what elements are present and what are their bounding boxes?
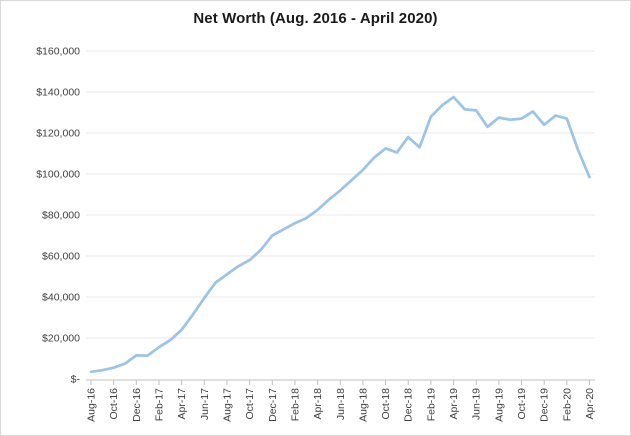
x-axis-tick-label: Aug-16: [86, 388, 98, 422]
y-axis-tick-label: $40,000: [42, 292, 80, 304]
x-axis-tick-label: Jun-17: [199, 388, 211, 420]
y-axis-tick-label: $20,000: [42, 333, 80, 345]
x-axis-tick-label: Apr-17: [176, 388, 188, 420]
x-axis-tick-label: Dec-17: [267, 388, 279, 422]
x-axis-tick-label: Aug-19: [493, 388, 505, 422]
x-axis-tick-label: Dec-18: [403, 388, 415, 422]
x-axis-tick-label: Feb-17: [153, 388, 165, 421]
y-axis-tick-label: $80,000: [42, 210, 80, 222]
x-axis-tick-label: Jun-18: [335, 388, 347, 420]
x-axis-tick-label: Oct-16: [108, 388, 120, 420]
x-axis-tick-label: Dec-19: [539, 388, 551, 422]
x-axis-tick-label: Dec-16: [131, 388, 143, 422]
x-axis-tick-label: Jun-19: [471, 388, 483, 420]
chart-title: Net Worth (Aug. 2016 - April 2020): [193, 10, 438, 27]
x-axis-tick-label: Oct-17: [244, 388, 256, 420]
y-axis-tick-label: $140,000: [36, 87, 80, 99]
y-axis-tick-label: $60,000: [42, 251, 80, 263]
x-axis-tick-label: Feb-19: [425, 388, 437, 421]
x-axis-tick-label: Apr-18: [312, 388, 324, 420]
x-axis-tick-label: Apr-20: [584, 388, 596, 420]
y-axis-tick-label: $160,000: [36, 46, 80, 58]
y-axis-tick-label: $120,000: [36, 128, 80, 140]
x-axis-tick-label: Aug-17: [221, 388, 233, 422]
net-worth-line: [89, 95, 591, 374]
x-axis-tick-label: Feb-18: [289, 388, 301, 421]
x-axis-tick-label: Oct-19: [516, 388, 528, 420]
x-axis-tick-label: Apr-19: [448, 388, 460, 420]
y-axis-tick-label: $-: [71, 374, 81, 386]
y-axis-tick-label: $100,000: [36, 169, 80, 181]
x-axis-tick-label: Oct-18: [380, 388, 392, 420]
x-axis-tick-label: Feb-20: [561, 388, 573, 421]
x-axis-tick-label: Aug-18: [357, 388, 369, 422]
